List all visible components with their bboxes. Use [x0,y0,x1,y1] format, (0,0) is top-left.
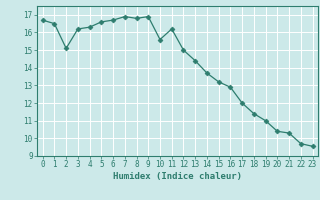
X-axis label: Humidex (Indice chaleur): Humidex (Indice chaleur) [113,172,242,181]
